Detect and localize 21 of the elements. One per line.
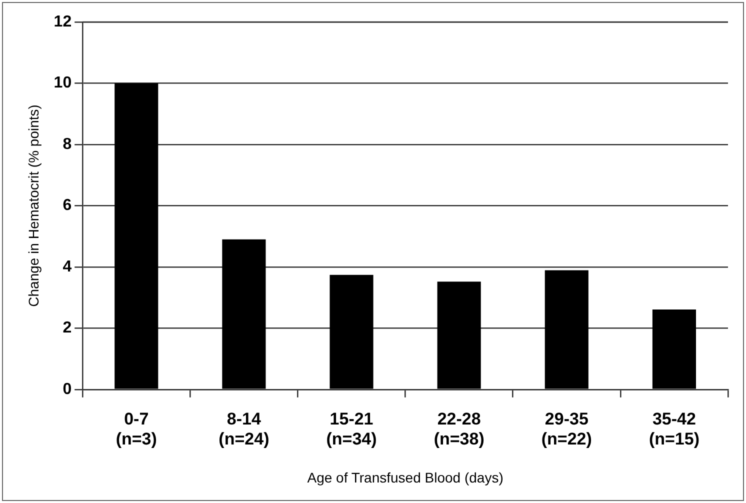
y-tick-label: 12: [54, 13, 72, 30]
x-tick-label: 8-14 (n=24): [218, 409, 270, 449]
x-tick-label: 15-21 (n=34): [326, 409, 377, 449]
y-axis-title: Change in Hematocrit (% points): [25, 104, 42, 307]
x-tick-label: 0-7 (n=3): [116, 409, 157, 449]
y-tick-label: 2: [62, 320, 72, 337]
y-tick-label: 6: [62, 197, 72, 214]
y-tick-label: 0: [62, 380, 72, 398]
bar: [330, 274, 374, 389]
bar: [114, 83, 158, 389]
y-tick-label: 8: [62, 136, 72, 153]
y-tick-label: 10: [54, 74, 72, 92]
x-tick-label: 29-35 (n=22): [541, 409, 592, 449]
bar: [437, 282, 481, 389]
bar: [652, 309, 696, 389]
x-tick-label: 35-42 (n=15): [648, 409, 700, 449]
x-tick-label: 22-28 (n=38): [434, 409, 484, 449]
y-tick-label: 4: [62, 258, 72, 276]
bar: [544, 270, 588, 389]
bar: [222, 239, 266, 389]
x-axis-title: Age of Transfused Blood (days): [307, 469, 504, 486]
